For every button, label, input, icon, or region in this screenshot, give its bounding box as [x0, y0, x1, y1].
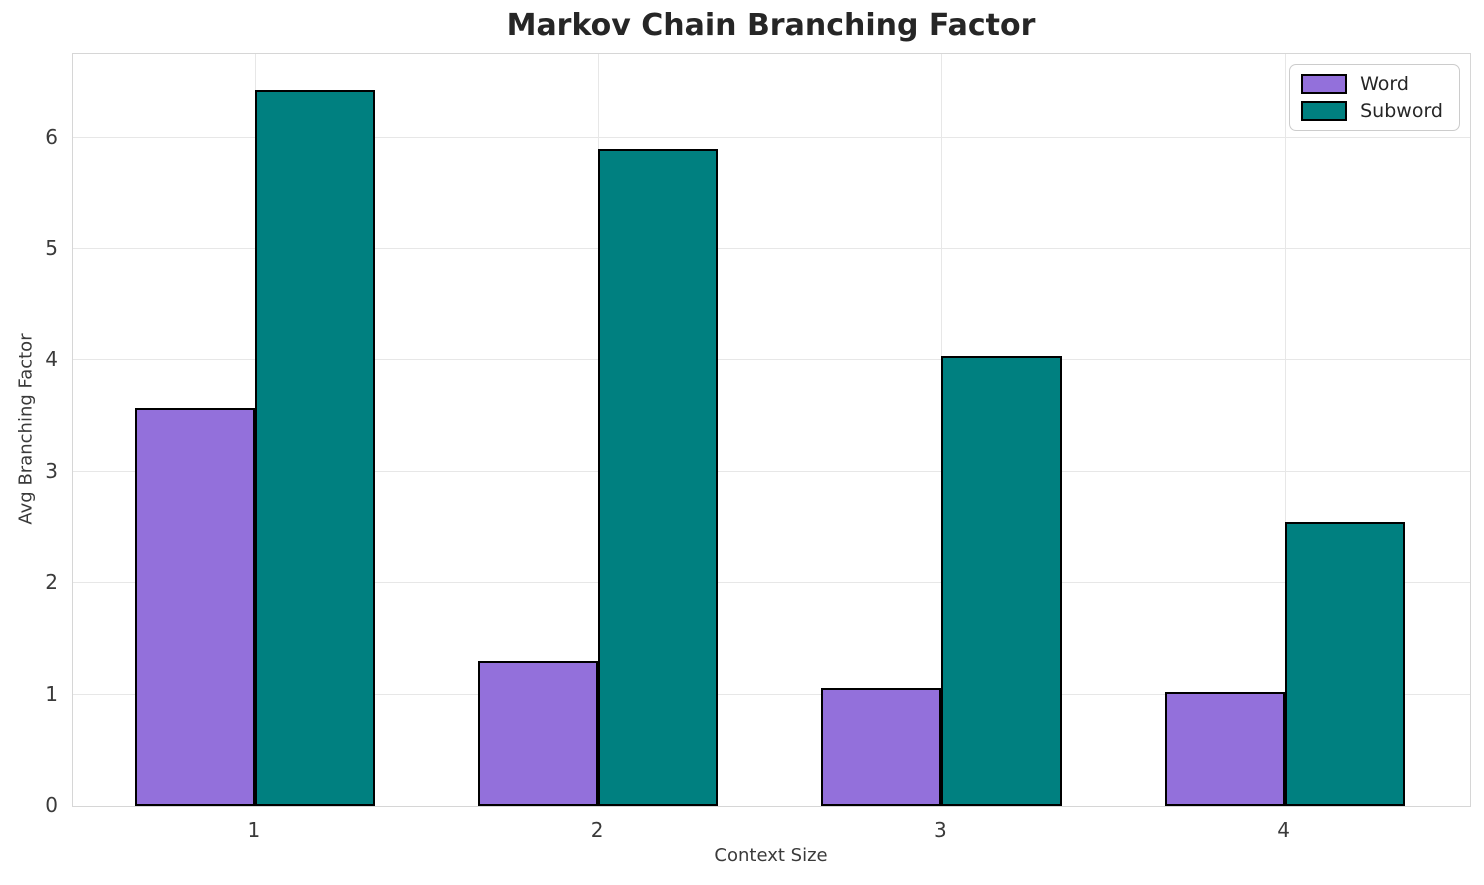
bar-subword-1 — [254, 89, 376, 806]
y-tick-label: 5 — [45, 235, 58, 260]
horizontal-gridline — [73, 470, 1470, 472]
legend-item-word: Word — [1301, 74, 1443, 94]
plot-area: Word Subword — [72, 53, 1471, 807]
x-tick-label: 4 — [1277, 818, 1291, 842]
y-tick-label: 0 — [45, 793, 58, 817]
horizontal-gridline — [73, 136, 1470, 138]
y-tick-label: 4 — [45, 347, 58, 372]
legend-item-subword: Subword — [1301, 101, 1443, 121]
bar-subword-4 — [1284, 521, 1405, 806]
vertical-gridline — [1284, 54, 1286, 806]
legend: Word Subword — [1289, 64, 1460, 131]
chart-title: Markov Chain Branching Factor — [506, 8, 1036, 43]
x-axis-label: Context Size — [714, 845, 828, 866]
y-tick-label: 2 — [45, 570, 58, 595]
bar-subword-2 — [598, 148, 719, 806]
horizontal-gridline — [73, 359, 1470, 361]
horizontal-gridline — [73, 693, 1470, 695]
horizontal-gridline — [73, 582, 1470, 584]
legend-swatch-word-icon — [1301, 74, 1348, 94]
legend-label-subword: Subword — [1360, 99, 1443, 122]
x-tick-label: 3 — [934, 818, 947, 842]
y-axis-label: Avg Branching Factor — [15, 333, 37, 525]
x-tick-label: 1 — [247, 818, 261, 842]
legend-swatch-subword-icon — [1301, 101, 1348, 121]
y-tick-label: 1 — [45, 681, 58, 706]
legend-label-word: Word — [1360, 72, 1409, 95]
bar-word-1 — [134, 408, 255, 806]
x-tick-label: 2 — [590, 818, 604, 842]
bar-subword-3 — [941, 355, 1062, 806]
y-tick-label: 3 — [45, 458, 58, 483]
bar-word-2 — [478, 661, 599, 806]
bar-word-4 — [1164, 692, 1285, 806]
y-tick-label: 6 — [45, 124, 58, 149]
horizontal-gridline — [73, 247, 1470, 249]
bar-word-3 — [821, 687, 942, 806]
